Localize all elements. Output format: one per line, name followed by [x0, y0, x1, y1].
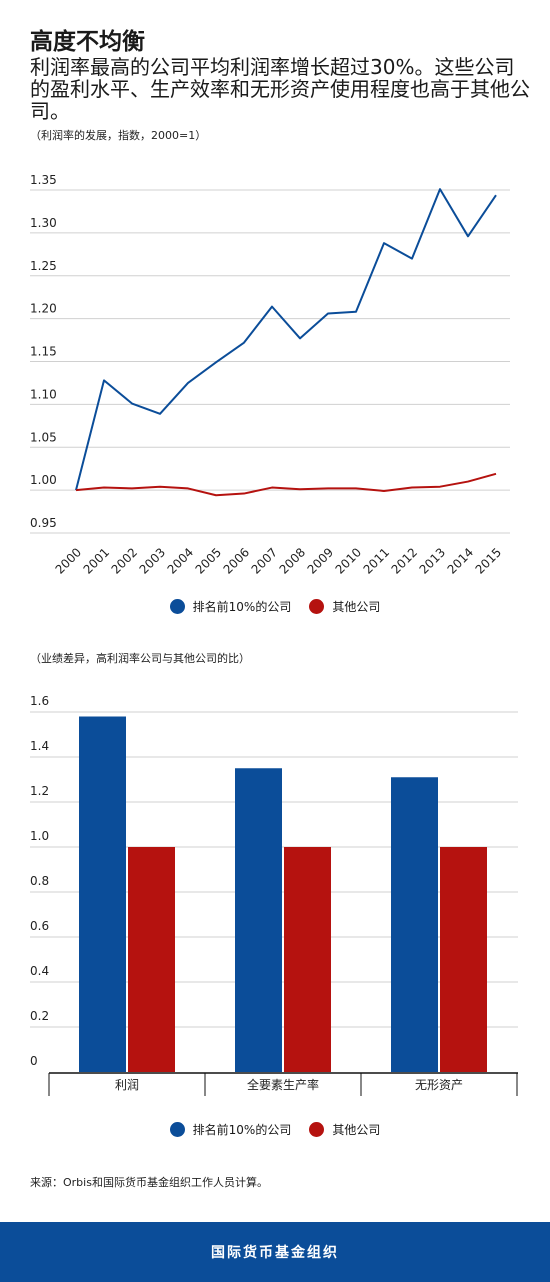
bar-y-tick-label: 0.6	[30, 919, 49, 933]
bar-chart-title: （业绩差异，高利润率公司与其他公司的比）	[30, 652, 250, 665]
legend-dot-top10	[169, 599, 185, 614]
line-x-tick-label: 2014	[445, 545, 476, 576]
line-y-tick-label: 1.20	[30, 302, 57, 316]
bar-category-label: 利润	[115, 1078, 139, 1092]
bar-chart-legend: 排名前10%的公司 其他公司	[0, 1121, 550, 1138]
line-series-others	[75, 472, 497, 497]
legend-label-others: 其他公司	[332, 1123, 381, 1137]
page-title: 高度不均衡	[30, 29, 145, 55]
line-chart: 0.95 1.00 1.05 1.10 1.15 1.20 1.25 1.30 1.35 2000…	[30, 173, 510, 577]
line-y-tick-label: 1.25	[30, 259, 57, 273]
legend-label-top10: 排名前10%的公司	[192, 600, 292, 614]
line-x-tick-label: 2002	[109, 545, 140, 576]
line-chart-legend: 排名前10%的公司 其他公司	[0, 598, 550, 615]
bar-y-tick-label: 0.2	[30, 1009, 49, 1023]
legend-item-others: 其他公司	[309, 1121, 380, 1138]
line-x-tick-label: 2007	[249, 545, 280, 576]
line-x-tick-label: 2001	[81, 545, 112, 576]
bar-y-tick-label: 1.4	[30, 739, 49, 753]
line-y-tick-label: 1.05	[30, 430, 57, 444]
bar-others	[284, 847, 331, 1072]
legend-dot-others	[309, 599, 325, 614]
footer-banner: 国际货币基金组织	[0, 1222, 550, 1282]
bar-category-label: 无形资产	[415, 1078, 463, 1092]
bar-y-tick-label: 1.2	[30, 784, 49, 798]
line-x-tick-label: 2012	[389, 545, 420, 576]
legend-item-top10: 排名前10%的公司	[169, 598, 292, 615]
bar-category-label: 全要素生产率	[247, 1077, 319, 1092]
bar-y-tick-label: 1.0	[30, 829, 49, 843]
bar-y-tick-label: 0	[30, 1054, 38, 1068]
bar-y-tick-label: 0.4	[30, 964, 49, 978]
line-x-tick-label: 2009	[305, 545, 336, 576]
line-y-tick-label: 1.10	[30, 387, 57, 401]
bar-chart: 0 0.2 0.4 0.6 0.8 1.0 1.2 1.4 1.6 利润 全要素生产率 无形资产	[30, 694, 518, 1096]
bar-top10	[235, 768, 282, 1072]
page-subtitle: 利润率最高的公司平均利润率增长超过30%。这些公司的盈利水平、生产效率和无形资产…	[30, 55, 530, 123]
legend-label-top10: 排名前10%的公司	[192, 1123, 292, 1137]
legend-item-others: 其他公司	[309, 598, 380, 615]
legend-dot-top10	[169, 1122, 185, 1137]
legend-dot-others	[309, 1122, 325, 1137]
line-x-tick-label: 2011	[361, 545, 392, 576]
legend-item-top10: 排名前10%的公司	[169, 1121, 292, 1138]
bar-top10	[79, 716, 126, 1072]
source-note: 来源：Orbis和国际货币基金组织工作人员计算。	[30, 1176, 268, 1189]
line-x-tick-label: 2010	[333, 545, 364, 576]
line-x-tick-label: 2006	[221, 545, 252, 576]
bar-y-tick-label: 1.6	[30, 694, 49, 708]
bar-others	[440, 847, 487, 1072]
line-y-tick-label: 1.35	[30, 173, 57, 187]
line-x-tick-label: 2000	[53, 545, 84, 576]
line-x-tick-label: 2004	[165, 545, 196, 576]
bar-y-tick-label: 0.8	[30, 874, 49, 888]
legend-label-others: 其他公司	[332, 600, 381, 614]
bar-top10	[391, 777, 438, 1072]
line-x-tick-label: 2003	[137, 545, 168, 576]
line-x-tick-label: 2005	[193, 545, 224, 576]
line-chart-title: （利润率的发展，指数，2000=1）	[30, 129, 207, 142]
line-y-tick-label: 1.15	[30, 345, 57, 359]
line-x-tick-label: 2013	[417, 545, 448, 576]
line-y-tick-label: 1.30	[30, 216, 57, 230]
bar-others	[128, 847, 175, 1072]
line-x-tick-label: 2008	[277, 545, 308, 576]
line-series-top10	[75, 188, 497, 491]
line-y-tick-label: 1.00	[30, 473, 57, 487]
line-y-tick-label: 0.95	[30, 516, 57, 530]
line-x-tick-label: 2015	[473, 545, 504, 576]
